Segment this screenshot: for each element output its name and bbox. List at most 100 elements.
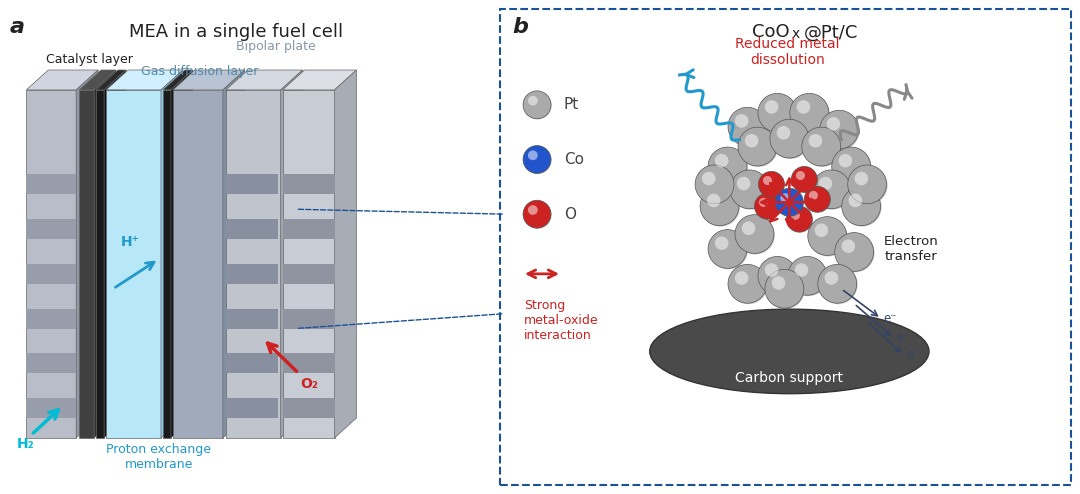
Circle shape [818,264,856,303]
Circle shape [758,93,797,132]
Circle shape [780,193,791,203]
Circle shape [528,205,538,215]
Circle shape [848,165,887,204]
Polygon shape [283,174,335,194]
Text: a: a [10,17,25,38]
Text: Carbon support: Carbon support [735,371,843,385]
Polygon shape [226,70,302,90]
Polygon shape [26,219,77,239]
Circle shape [809,191,818,200]
Circle shape [696,165,734,204]
Ellipse shape [650,309,929,394]
Polygon shape [26,353,77,373]
Circle shape [849,194,862,207]
Circle shape [797,100,810,114]
Polygon shape [226,264,278,284]
Polygon shape [171,70,193,438]
Circle shape [707,194,720,207]
Polygon shape [281,70,302,438]
Circle shape [759,257,798,296]
Circle shape [812,170,851,209]
Circle shape [814,223,828,237]
Circle shape [789,93,828,132]
Circle shape [715,237,729,250]
Circle shape [728,107,767,146]
Circle shape [729,265,768,304]
Circle shape [528,151,538,160]
Text: Proton exchange
membrane: Proton exchange membrane [106,443,211,471]
Circle shape [771,120,810,159]
Circle shape [820,110,859,149]
Text: Pt: Pt [564,97,579,112]
Circle shape [523,91,551,119]
Text: e⁻: e⁻ [883,312,896,325]
Circle shape [759,198,768,207]
Circle shape [841,187,880,226]
Circle shape [835,233,874,271]
Polygon shape [335,70,356,438]
Circle shape [729,108,768,147]
Polygon shape [226,353,278,373]
Circle shape [770,119,809,158]
Polygon shape [226,174,278,194]
Circle shape [765,263,779,277]
Circle shape [809,134,822,148]
Circle shape [730,170,769,209]
Circle shape [759,94,798,133]
Circle shape [734,271,748,285]
Text: CoO: CoO [752,23,789,41]
Polygon shape [79,90,94,438]
Text: H₂: H₂ [16,437,33,451]
Text: MEA in a single fuel cell: MEA in a single fuel cell [129,23,342,41]
Polygon shape [226,398,278,418]
Circle shape [523,200,551,228]
Circle shape [700,187,739,226]
Circle shape [758,256,797,295]
Circle shape [832,147,870,186]
Circle shape [742,221,755,235]
Circle shape [524,201,552,229]
Circle shape [737,177,751,190]
Circle shape [825,271,838,285]
Polygon shape [163,70,193,90]
Circle shape [777,126,791,140]
Circle shape [758,171,784,197]
Text: O₂: O₂ [300,377,319,391]
Circle shape [710,231,748,269]
Circle shape [809,218,848,256]
Circle shape [708,147,747,186]
Circle shape [788,257,827,296]
Circle shape [759,172,785,198]
Circle shape [842,188,881,227]
Polygon shape [173,90,222,438]
Polygon shape [283,264,335,284]
Circle shape [765,100,779,114]
Circle shape [813,171,852,209]
Circle shape [792,167,818,193]
Text: Co: Co [564,152,584,167]
Text: x: x [792,27,799,41]
Polygon shape [96,70,126,90]
Circle shape [528,96,538,106]
Polygon shape [26,174,77,194]
Polygon shape [26,70,98,90]
Text: Strong
metal-oxide
interaction: Strong metal-oxide interaction [524,299,598,342]
Circle shape [701,188,740,227]
Polygon shape [226,219,278,239]
Circle shape [734,114,748,127]
Circle shape [821,111,860,150]
Circle shape [765,269,804,308]
Polygon shape [161,70,183,438]
Polygon shape [283,353,335,373]
Polygon shape [283,70,356,90]
Circle shape [775,188,804,216]
Circle shape [841,240,855,253]
Circle shape [836,234,875,272]
Circle shape [854,172,868,185]
Text: Reduced metal
dissolution: Reduced metal dissolution [735,37,839,67]
Circle shape [739,128,778,167]
Circle shape [728,264,767,303]
Polygon shape [96,90,104,438]
Polygon shape [106,70,183,90]
Text: H⁺: H⁺ [121,235,140,249]
